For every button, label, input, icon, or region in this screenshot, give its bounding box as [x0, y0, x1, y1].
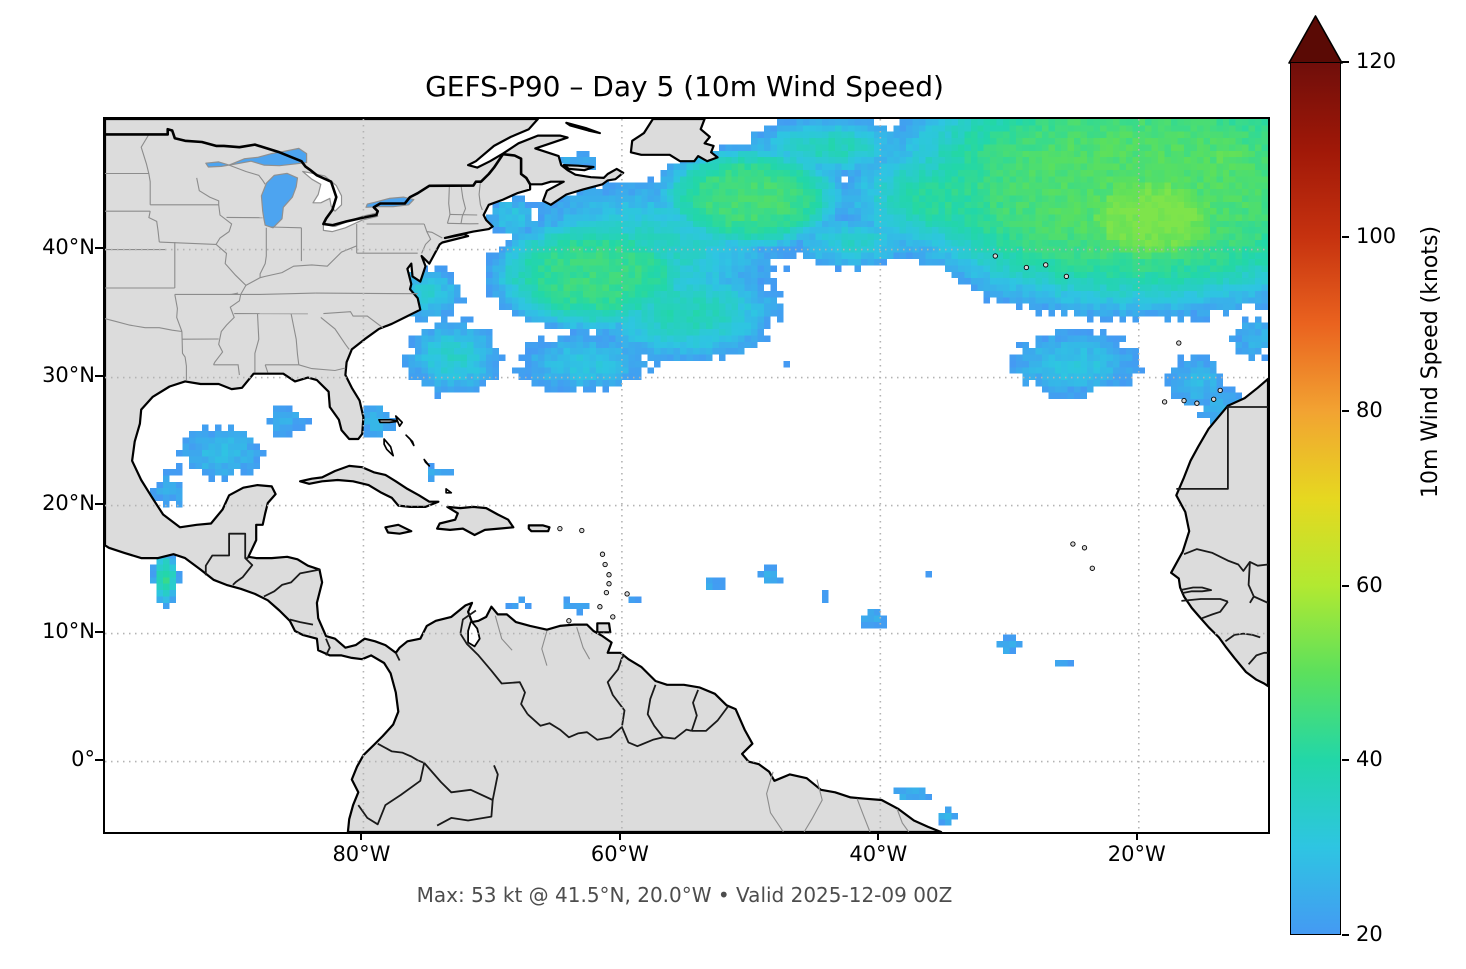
- x-tick-label: 80°W: [332, 842, 391, 866]
- x-tick-mark: [360, 832, 363, 840]
- y-tick-mark: [95, 630, 103, 633]
- colorbar-tick-label: 40: [1356, 747, 1383, 772]
- colorbar-tick-mark: [1342, 934, 1349, 936]
- colorbar-extend-arrow: [1288, 15, 1343, 64]
- colorbar-tick-mark: [1342, 410, 1349, 413]
- colorbar-tick-mark: [1342, 759, 1349, 762]
- colorbar-tick-label: 20: [1356, 922, 1383, 946]
- y-tick-label: 20°N: [42, 490, 95, 515]
- y-tick-label: 40°N: [42, 234, 95, 259]
- colorbar-axis-label: 10m Wind Speed (knots): [1418, 225, 1443, 498]
- x-tick-label: 60°W: [590, 842, 649, 866]
- x-tick-mark: [618, 832, 621, 840]
- x-tick-label: 40°W: [849, 842, 908, 866]
- y-tick-mark: [95, 502, 103, 505]
- colorbar-tick-label: 120: [1356, 49, 1397, 73]
- colorbar-tick-mark: [1342, 584, 1349, 587]
- geography-svg: [105, 119, 1268, 832]
- x-tick-label: 20°W: [1107, 842, 1166, 866]
- figure-subtitle: Max: 53 kt @ 41.5°N, 20.0°W • Valid 2025…: [416, 883, 953, 907]
- y-tick-mark: [95, 758, 103, 761]
- y-tick-label: 30°N: [42, 362, 95, 387]
- figure-title: GEFS-P90 – Day 5 (10m Wind Speed): [425, 70, 944, 103]
- y-tick-mark: [95, 246, 103, 249]
- x-tick-mark: [877, 832, 880, 840]
- x-tick-mark: [1135, 832, 1138, 840]
- y-tick-mark: [95, 374, 103, 377]
- colorbar-tick-label: 80: [1356, 398, 1383, 423]
- colorbar-tick-mark: [1342, 235, 1349, 238]
- y-tick-label: 10°N: [42, 618, 95, 643]
- colorbar-tick-label: 60: [1356, 572, 1383, 597]
- colorbar-tick-label: 100: [1356, 223, 1397, 248]
- colorbar-gradient: [1290, 62, 1341, 935]
- map-plot-area: [103, 117, 1270, 834]
- colorbar-tick-mark: [1342, 61, 1349, 63]
- y-tick-label: 0°: [71, 746, 95, 771]
